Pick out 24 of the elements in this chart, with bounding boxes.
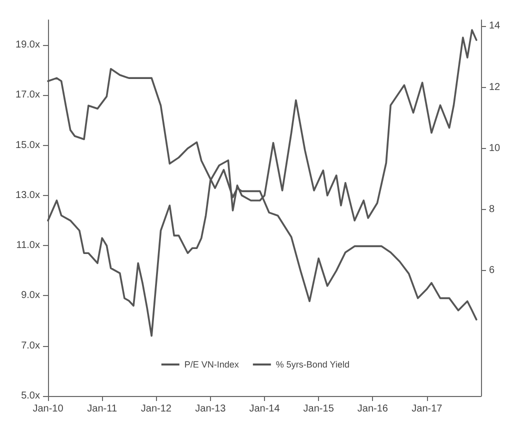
y2-tick-label: 12 xyxy=(489,82,501,93)
x-tick-label: Jan-12 xyxy=(140,404,172,414)
legend-label: % 5yrs-Bond Yield xyxy=(276,360,350,370)
y2-tick-label: 10 xyxy=(489,142,501,154)
y-tick-label: 17.0x xyxy=(16,90,40,101)
legend-label: P/E VN-Index xyxy=(184,360,240,370)
x-tick-label: Jan-16 xyxy=(357,404,388,414)
y-tick-label: 15.0x xyxy=(16,140,40,151)
y-tick-label: 19.0x xyxy=(16,40,40,51)
y-tick-label: 11.0x xyxy=(16,240,40,252)
y-tick-label: 7.0x xyxy=(21,340,40,352)
y-tick-label: 5.0x xyxy=(21,390,40,402)
y2-tick-label: 8 xyxy=(489,204,495,216)
y-tick-label: 13.0x xyxy=(16,190,40,201)
x-tick-label: Jan-17 xyxy=(412,404,443,414)
x-tick-label: Jan-14 xyxy=(249,404,280,414)
x-tick-label: Jan-10 xyxy=(32,404,64,414)
y2-tick-label: 6 xyxy=(489,265,495,276)
line-series xyxy=(47,29,478,337)
x-tick-label: Jan-13 xyxy=(195,404,226,414)
y-tick-label: 9.0x xyxy=(21,290,40,302)
x-tick-label: Jan-11 xyxy=(87,404,118,414)
x-tick-label: Jan-15 xyxy=(303,404,334,414)
y2-tick-label: 14 xyxy=(489,20,501,32)
